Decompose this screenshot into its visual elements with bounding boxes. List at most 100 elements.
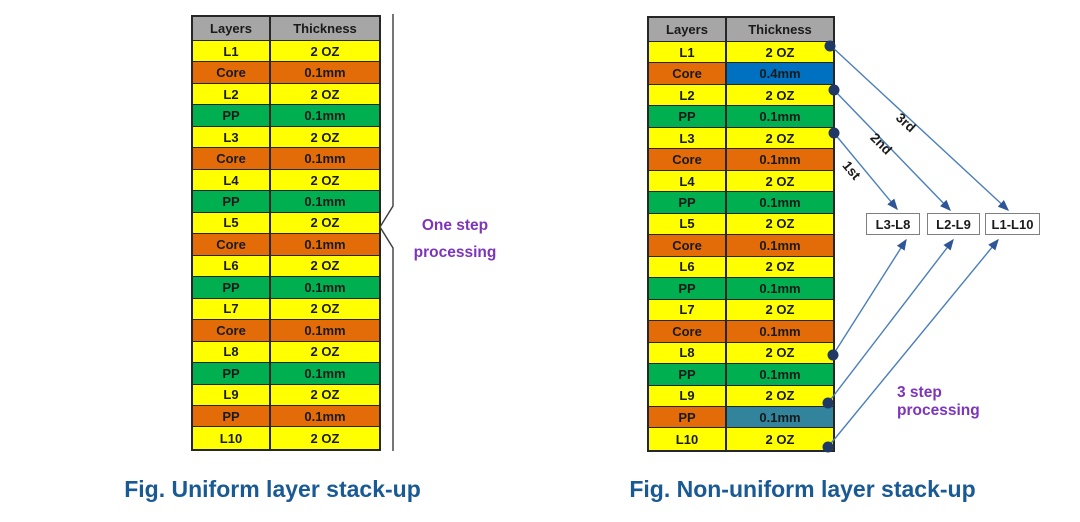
thickness-cell: 0.1mm: [271, 234, 379, 256]
thickness-cell: 0.1mm: [271, 191, 379, 213]
layer-cell: L1: [649, 42, 727, 64]
thickness-cell: 2 OZ: [271, 212, 379, 235]
table-row: L3 2 OZ: [649, 127, 833, 150]
layer-cell: L1: [193, 41, 271, 63]
table-row: PP 0.1mm: [193, 363, 379, 385]
table-row: L10 2 OZ: [193, 427, 379, 449]
one-step-line1: One step: [421, 217, 489, 234]
thickness-cell: 2 OZ: [727, 170, 833, 193]
thickness-cell: 2 OZ: [727, 42, 833, 64]
table-row: L6 2 OZ: [193, 255, 379, 278]
thickness-cell: 2 OZ: [271, 169, 379, 192]
layer-cell: L10: [193, 427, 271, 449]
table-row: Core 0.1mm: [649, 235, 833, 257]
layer-cell: L9: [649, 385, 727, 407]
table-row: L10 2 OZ: [649, 428, 833, 450]
thickness-cell: 2 OZ: [271, 384, 379, 406]
table-row: L5 2 OZ: [193, 212, 379, 235]
table-header-row: Layers Thickness: [649, 18, 833, 42]
table-row: Core 0.4mm: [649, 63, 833, 85]
thickness-cell: 0.1mm: [727, 106, 833, 128]
layer-cell: L5: [193, 212, 271, 235]
layer-cell: L3: [193, 126, 271, 149]
one-step-brace: [379, 14, 394, 451]
layer-cell: Core: [193, 62, 271, 84]
table-row: PP 0.1mm: [193, 277, 379, 299]
layer-cell: Core: [193, 148, 271, 170]
thickness-cell: 0.1mm: [271, 105, 379, 127]
thickness-cell: 0.1mm: [271, 320, 379, 342]
thickness-cell: 2 OZ: [727, 256, 833, 279]
layer-cell: L3: [649, 127, 727, 150]
thickness-cell: 2 OZ: [727, 342, 833, 365]
layer-cell: PP: [649, 106, 727, 128]
layer-cell: Core: [649, 149, 727, 171]
table-row: L6 2 OZ: [649, 256, 833, 279]
thickness-cell: 0.1mm: [727, 406, 833, 429]
non-uniform-stackup-table: Layers Thickness L1 2 OZ Core 0.4mm L2 2 OZ PP 0.…: [647, 16, 835, 452]
arrow-label-2nd: 2nd: [867, 130, 895, 158]
table-header-row: Layers Thickness: [193, 17, 379, 41]
thickness-cell: 2 OZ: [727, 299, 833, 322]
thickness-cell: 0.1mm: [271, 363, 379, 385]
table-row: Core 0.1mm: [649, 321, 833, 343]
table-row: Core 0.1mm: [193, 148, 379, 170]
arrow-label-3rd: 3rd: [892, 110, 919, 136]
layer-cell: L4: [649, 170, 727, 193]
arrow-l8-box: [832, 238, 907, 356]
uniform-stackup-table: Layers Thickness L1 2 OZ Core 0.1mm L2 2 OZ PP 0.…: [191, 15, 381, 451]
table-row: Core 0.1mm: [193, 234, 379, 256]
thickness-cell: 0.1mm: [271, 62, 379, 84]
thickness-cell: 0.1mm: [727, 149, 833, 171]
layer-cell: L8: [193, 341, 271, 364]
thickness-cell: 2 OZ: [727, 213, 833, 236]
thickness-cell: 0.1mm: [727, 364, 833, 386]
thickness-cell: 0.1mm: [727, 278, 833, 300]
table-row: PP 0.1mm: [649, 278, 833, 300]
thickness-cell: 0.1mm: [727, 235, 833, 257]
layer-cell: Core: [193, 234, 271, 256]
layer-cell: Core: [649, 321, 727, 343]
layer-cell: Core: [649, 63, 727, 85]
table-row: L7 2 OZ: [649, 299, 833, 322]
caption-uniform: Fig. Uniform layer stack-up: [124, 476, 421, 502]
layer-cell: PP: [649, 364, 727, 386]
thickness-cell: 2 OZ: [271, 126, 379, 149]
caption-non-uniform: Fig. Non-uniform layer stack-up: [629, 476, 976, 502]
step-box-l1-l10: L1-L10: [985, 213, 1040, 235]
step-box-l2-l9: L2-L9: [927, 213, 980, 235]
thickness-cell: 0.1mm: [271, 405, 379, 428]
thickness-cell: 0.4mm: [727, 63, 833, 85]
layer-cell: L9: [193, 384, 271, 406]
table-row: PP 0.1mm: [649, 192, 833, 214]
table-row: Core 0.1mm: [193, 62, 379, 84]
table-row: PP 0.1mm: [193, 105, 379, 127]
header-cell: Layers: [193, 17, 271, 41]
layer-cell: L8: [649, 342, 727, 365]
table-row: L9 2 OZ: [193, 384, 379, 406]
layer-cell: PP: [193, 363, 271, 385]
table-row: L3 2 OZ: [193, 126, 379, 149]
table-row: L5 2 OZ: [649, 213, 833, 236]
layer-cell: PP: [649, 192, 727, 214]
layer-cell: PP: [649, 406, 727, 429]
thickness-cell: 0.1mm: [727, 192, 833, 214]
thickness-cell: 2 OZ: [271, 427, 379, 449]
header-cell: Layers: [649, 18, 727, 42]
thickness-cell: 2 OZ: [271, 341, 379, 364]
layer-cell: PP: [193, 191, 271, 213]
table-row: PP 0.1mm: [193, 405, 379, 428]
three-step-processing-label: 3 step processing: [897, 384, 980, 419]
table-row: L9 2 OZ: [649, 385, 833, 407]
layer-cell: L6: [649, 256, 727, 279]
thickness-cell: 2 OZ: [271, 255, 379, 278]
table-row: L4 2 OZ: [649, 170, 833, 193]
header-cell: Thickness: [271, 17, 379, 41]
table-row: L1 2 OZ: [649, 42, 833, 64]
table-row: PP 0.1mm: [649, 364, 833, 386]
layer-cell: PP: [193, 105, 271, 127]
table-row: L2 2 OZ: [649, 84, 833, 107]
table-row: L2 2 OZ: [193, 83, 379, 106]
table-row: L7 2 OZ: [193, 298, 379, 321]
